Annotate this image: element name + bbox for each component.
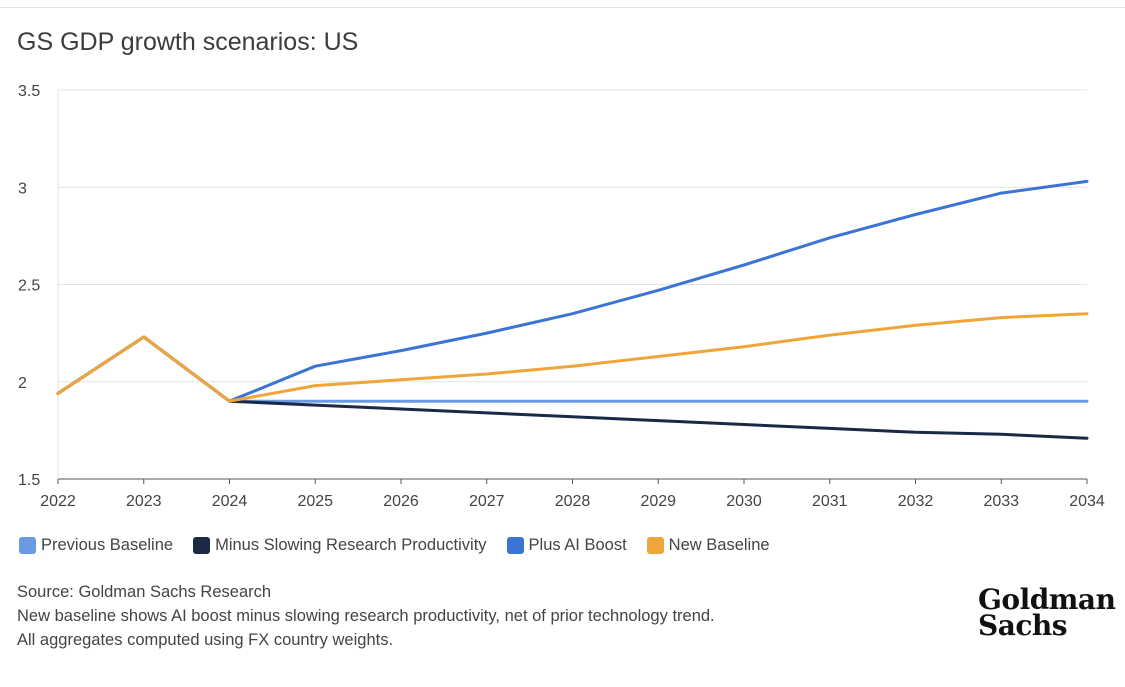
legend-label: Previous Baseline bbox=[41, 536, 174, 554]
x-tick-label: 2027 bbox=[469, 493, 505, 510]
gridlines bbox=[58, 89, 1087, 480]
y-tick-label: 2.5 bbox=[18, 278, 40, 295]
footnote-2: All aggregates computed using FX country… bbox=[17, 631, 394, 649]
x-tick-label: 2031 bbox=[812, 493, 848, 510]
legend-label: Minus Slowing Research Productivity bbox=[215, 536, 487, 554]
legend-item: New Baseline bbox=[646, 536, 770, 555]
y-tick-label: 2 bbox=[18, 375, 27, 392]
y-tick-label: 1.5 bbox=[18, 472, 40, 489]
chart-title: GS GDP growth scenarios: US bbox=[17, 28, 359, 56]
x-tick-label: 2032 bbox=[898, 493, 934, 510]
y-tick-label: 3 bbox=[18, 180, 27, 197]
x-tick-label: 2025 bbox=[297, 493, 333, 510]
footnote-1: New baseline shows AI boost minus slowin… bbox=[17, 607, 715, 625]
legend: Previous Baseline Minus Slowing Research … bbox=[19, 536, 790, 555]
series-lines bbox=[56, 179, 1089, 440]
x-tick-label: 2029 bbox=[640, 493, 676, 510]
y-tick-label: 3.5 bbox=[18, 83, 40, 100]
x-tick-label: 2024 bbox=[212, 493, 248, 510]
series-line-new-baseline bbox=[56, 312, 1089, 403]
goldman-sachs-logo: Goldman Sachs bbox=[978, 583, 1116, 642]
x-tick-label: 2026 bbox=[383, 493, 419, 510]
x-tick-label: 2034 bbox=[1069, 493, 1105, 510]
legend-label: Plus AI Boost bbox=[528, 536, 627, 554]
x-tick-label: 2022 bbox=[40, 493, 76, 510]
logo-line-2: Sachs bbox=[978, 609, 1068, 642]
series-line-plus-ai-boost bbox=[56, 179, 1089, 403]
legend-swatch bbox=[646, 537, 664, 554]
legend-item: Plus AI Boost bbox=[506, 536, 627, 555]
footer: Source: Goldman Sachs Research New basel… bbox=[17, 580, 715, 652]
x-tick-label: 2023 bbox=[126, 493, 162, 510]
source-text: Source: Goldman Sachs Research bbox=[17, 583, 272, 601]
legend-item: Minus Slowing Research Productivity bbox=[193, 536, 487, 555]
logo-line-1: Goldman bbox=[978, 583, 1116, 616]
legend-swatch bbox=[19, 537, 36, 554]
top-divider bbox=[0, 7, 1125, 8]
x-tick-label: 2030 bbox=[726, 493, 762, 510]
legend-swatch bbox=[193, 537, 211, 554]
x-tick-label: 2033 bbox=[983, 493, 1019, 510]
series-line-previous-baseline bbox=[56, 335, 1089, 403]
legend-item: Previous Baseline bbox=[19, 536, 173, 555]
legend-swatch bbox=[506, 537, 524, 554]
legend-label: New Baseline bbox=[668, 536, 770, 554]
x-tick-label: 2028 bbox=[555, 493, 591, 510]
